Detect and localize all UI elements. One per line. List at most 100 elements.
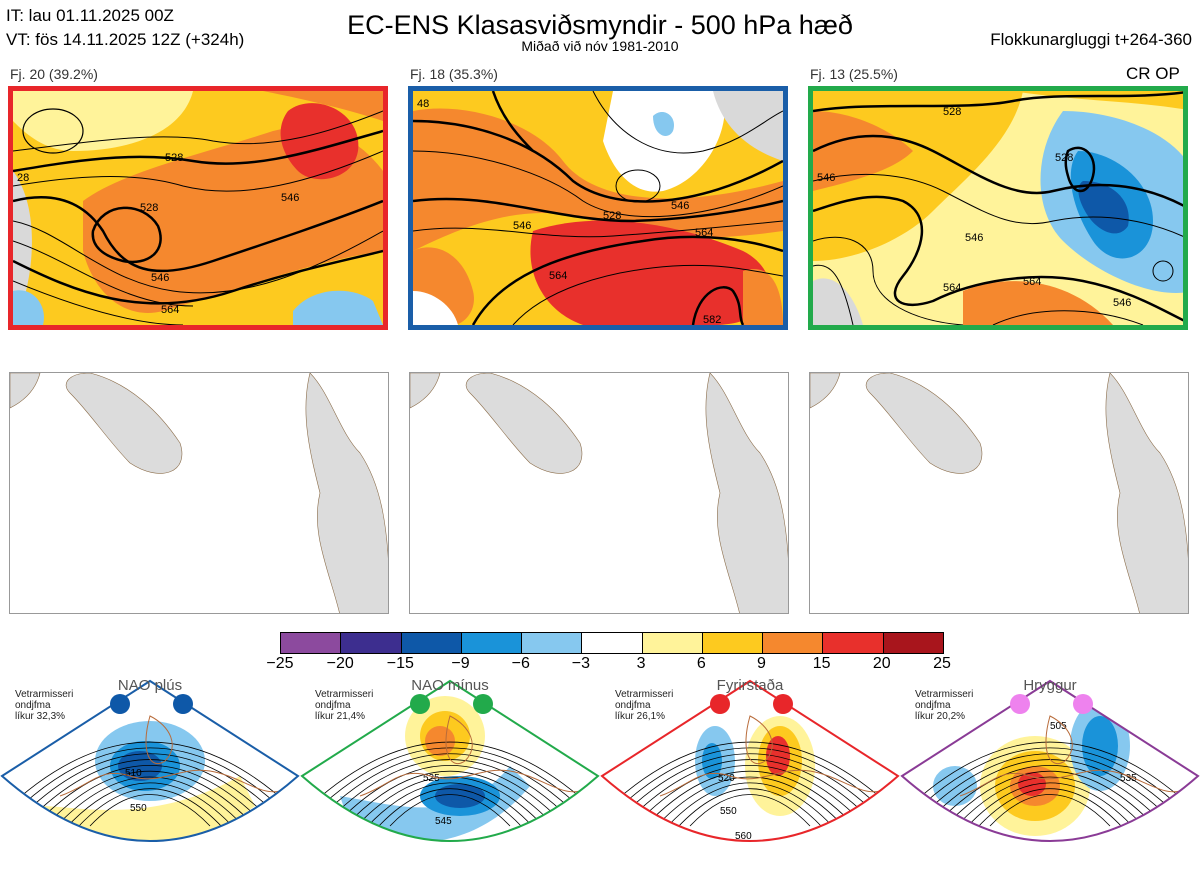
- regime-period: Vetrarmisseri: [915, 689, 974, 700]
- regime-marker-dot: [710, 694, 730, 714]
- colorbar-tick-label: 3: [636, 655, 646, 672]
- contour-label: 564: [549, 270, 567, 282]
- contour-label: 528: [165, 152, 183, 164]
- regime-sub: ondjfma: [15, 700, 51, 711]
- cluster-2-label: Fj. 18 (35.3%): [410, 66, 498, 82]
- regime-panel: 505 535 560: [900, 676, 1200, 871]
- colorbar-swatch: [763, 633, 824, 653]
- colorbar-tick-label: −9: [451, 655, 470, 672]
- regime-frame: [300, 679, 600, 842]
- colorbar-tick-label: 9: [757, 655, 766, 672]
- colorbar-tick-label: −15: [386, 655, 414, 672]
- colorbar-tick-label: −6: [511, 655, 530, 672]
- contour-label: 510: [125, 768, 142, 779]
- contour-label: 582: [703, 314, 721, 325]
- init-time: IT: lau 01.11.2025 00Z: [6, 6, 174, 25]
- regime-marker-dot: [410, 694, 430, 714]
- contour-label: 528: [140, 202, 158, 214]
- colorbar-tick-label: −25: [266, 655, 294, 672]
- regime-marker-dot: [173, 694, 193, 714]
- contour-label: 560: [735, 831, 752, 842]
- regime-marker-dot: [773, 694, 793, 714]
- contour-label: 546: [1113, 297, 1131, 309]
- contour-label: 520: [718, 773, 735, 784]
- regime-likelihood: líkur 32,3%: [15, 711, 66, 722]
- regime-marker-dot: [1010, 694, 1030, 714]
- cluster-3-map: 528 546 546 564 546 528 564: [808, 86, 1188, 330]
- colorbar-swatch: [823, 633, 884, 653]
- colorbar-swatch: [281, 633, 342, 653]
- contour-label: 545: [435, 816, 452, 827]
- regime-marker-dot: [1073, 694, 1093, 714]
- colorbar-tick-label: 25: [933, 655, 951, 672]
- colorbar-tick-label: −20: [326, 655, 354, 672]
- colorbar-swatch: [702, 633, 764, 653]
- contour-label: 564: [695, 227, 713, 239]
- cluster-1-label: Fj. 20 (39.2%): [10, 66, 98, 82]
- cluster-window: Flokkunargluggi t+264-360: [990, 30, 1192, 49]
- regime-sub: ondjfma: [615, 700, 651, 711]
- contour-label: 48: [417, 98, 429, 110]
- empty-map-3: [809, 372, 1189, 614]
- regime-map: 505 535 560: [900, 679, 1200, 854]
- regime-frame: [900, 679, 1200, 842]
- contour-label: 564: [943, 282, 961, 294]
- colorbar-swatch: [401, 633, 462, 653]
- colorbar-tick-label: 6: [696, 655, 706, 672]
- regime-likelihood: líkur 20,2%: [915, 711, 966, 722]
- regime-map: 525 545 565: [300, 679, 600, 859]
- colorbar-swatch: [341, 633, 402, 653]
- contour-label: 564: [161, 304, 179, 316]
- regime-name: Hryggur: [1023, 677, 1077, 694]
- empty-map-1: [9, 372, 389, 614]
- colorbar: [280, 632, 944, 654]
- valid-time: VT: fös 14.11.2025 12Z (+324h): [6, 30, 245, 49]
- contour-label: 564: [1023, 276, 1041, 288]
- contour-label: 550: [720, 806, 737, 817]
- regime-sub: ondjfma: [915, 700, 951, 711]
- cluster-1-map: 528 528 546 546 564 28: [8, 86, 388, 330]
- regime-frame: [0, 679, 300, 842]
- regime-map: 510 550: [0, 679, 300, 842]
- regime-panel: 520 550 560: [600, 676, 900, 871]
- contour-label: 535: [1120, 773, 1137, 784]
- regime-frame: [600, 679, 900, 842]
- page-subtitle: Miðað við nóv 1981-2010: [521, 38, 679, 54]
- contour-label: 546: [965, 232, 983, 244]
- regime-marker-dot: [110, 694, 130, 714]
- cluster-2-map: 528 546 546 564 564 582 48: [408, 86, 788, 330]
- cluster-3-label: Fj. 13 (25.5%): [810, 66, 898, 82]
- regime-panel: 525 545 565: [300, 676, 600, 871]
- colorbar-swatch: [642, 633, 703, 653]
- contour-label: 560: [1090, 843, 1107, 854]
- regime-map: 520 550 560: [600, 679, 900, 842]
- regime-likelihood: líkur 26,1%: [615, 711, 666, 722]
- contour-label: 528: [603, 210, 621, 222]
- colorbar-swatch: [522, 633, 583, 653]
- page-title: EC-ENS Klasasviðsmyndir - 500 hPa hæð: [347, 10, 853, 40]
- contour-label: 565: [448, 848, 465, 859]
- regime-sub: ondjfma: [315, 700, 351, 711]
- regime-panel: 510 550: [0, 676, 300, 871]
- regime-name: Fyrirstaða: [716, 677, 784, 694]
- contour-label: 546: [817, 172, 835, 184]
- contour-label: 528: [1055, 152, 1073, 164]
- colorbar-tick-label: 15: [812, 655, 831, 672]
- regime-marker-dot: [473, 694, 493, 714]
- colorbar-tick-label: −3: [571, 655, 591, 672]
- empty-map-2: [409, 372, 789, 614]
- regime-name: NAO mínus: [411, 677, 489, 694]
- cluster-3-tag: CR OP: [1126, 64, 1180, 83]
- colorbar-swatch: [461, 633, 523, 653]
- regime-period: Vetrarmisseri: [15, 689, 74, 700]
- colorbar-swatch: [883, 633, 943, 653]
- contour-label: 528: [943, 106, 961, 118]
- contour-label: 546: [671, 200, 689, 212]
- regime-period: Vetrarmisseri: [315, 689, 374, 700]
- regime-name: NAO plús: [117, 677, 183, 694]
- contour-label: 546: [151, 272, 169, 284]
- contour-label: 525: [423, 773, 440, 784]
- regime-likelihood: líkur 21,4%: [315, 711, 366, 722]
- colorbar-tick-label: 20: [872, 655, 891, 672]
- contour-label: 546: [513, 220, 531, 232]
